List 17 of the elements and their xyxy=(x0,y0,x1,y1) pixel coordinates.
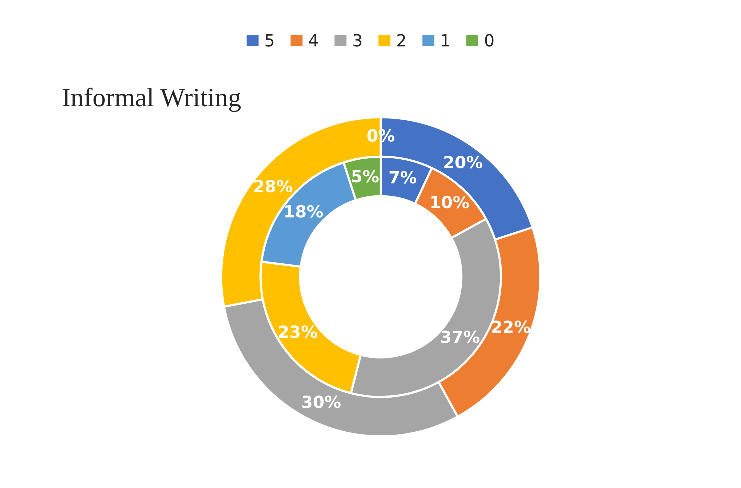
data-label: 30% xyxy=(302,396,341,408)
text: Informal Writing xyxy=(62,88,241,112)
legend-label: 5 xyxy=(266,34,274,47)
legend-label: 4 xyxy=(309,34,318,47)
data-label: 23% xyxy=(279,326,318,338)
legend-label: 2 xyxy=(398,34,406,47)
data-label: 20% xyxy=(444,156,483,169)
data-label: 18% xyxy=(286,205,324,218)
data-label: 22% xyxy=(492,320,530,334)
data-label: 5% xyxy=(352,170,379,183)
data-label: 7% xyxy=(390,171,417,184)
data-label: 10% xyxy=(432,196,470,209)
data-label: 28% xyxy=(254,180,293,193)
data-label: 37% xyxy=(441,330,480,344)
legend-label: 1 xyxy=(442,34,450,47)
legend-label: 0 xyxy=(485,34,494,47)
legend-label: 3 xyxy=(354,34,362,47)
